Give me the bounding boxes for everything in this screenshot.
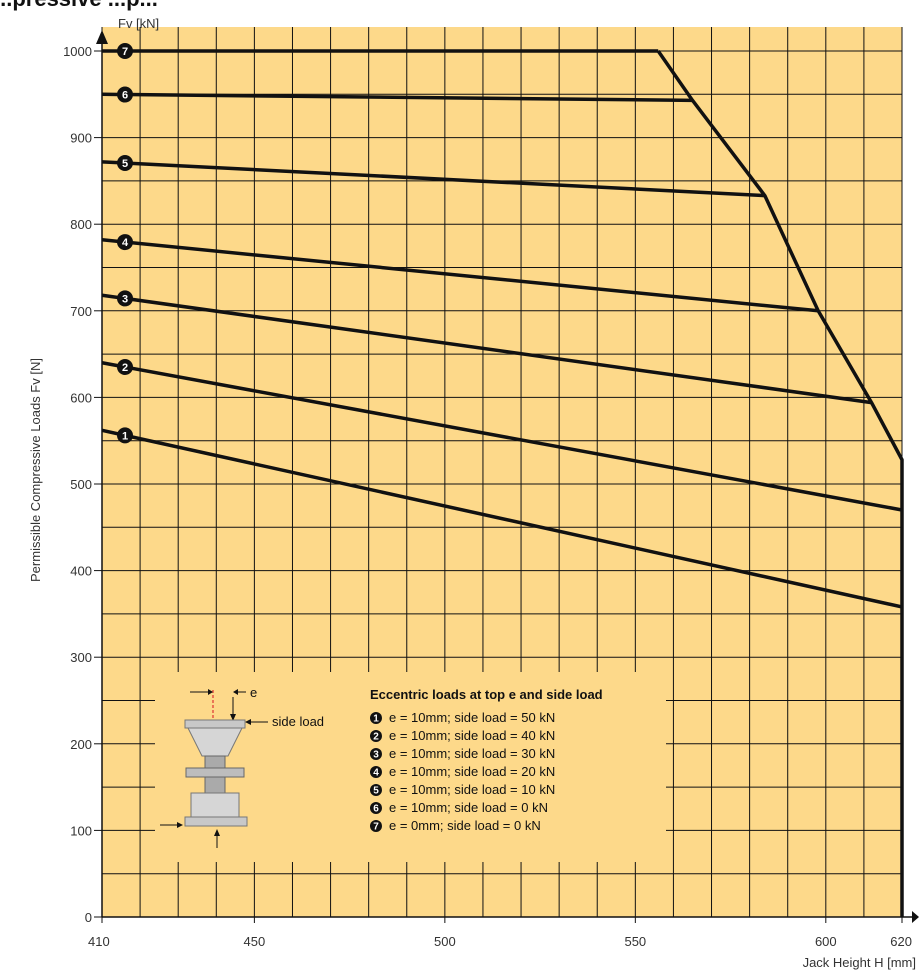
legend-marker-7: [370, 820, 382, 832]
y-tick-label: 1000: [63, 44, 92, 59]
legend-marker-label-7: 7: [373, 822, 379, 833]
legend-entry-5: e = 10mm; side load = 10 kN: [389, 782, 555, 797]
e-label: e: [250, 685, 257, 700]
legend-marker-2: [370, 730, 382, 742]
y-tick-label: 300: [70, 650, 92, 665]
legend-entry-7: e = 0mm; side load = 0 kN: [389, 818, 541, 833]
jack-base: [190, 792, 240, 818]
side-load-label: side load: [272, 714, 324, 729]
series-marker-label-4: 4: [122, 237, 129, 249]
series-marker-label-1: 1: [122, 430, 128, 442]
legend-box: [155, 672, 666, 862]
legend-marker-4: [370, 766, 382, 778]
page-title: ...pressive ...p...: [0, 0, 158, 12]
legend-marker-1: [370, 712, 382, 724]
series-line-3: [101, 293, 872, 405]
jack-screw-bottom: [204, 776, 226, 794]
axes: 0 100 200 300 400 500 600 700 800 900 1000 410 450 50…: [28, 16, 919, 970]
legend-entry-1: e = 10mm; side load = 50 kN: [389, 710, 555, 725]
series-marker-4: [117, 234, 133, 251]
series-marker-label-7: 7: [122, 46, 128, 58]
legend-marker-label-1: 1: [373, 714, 379, 725]
legend-marker-label-5: 5: [373, 786, 379, 797]
x-axis-arrow: [912, 911, 919, 923]
top-load-arrow-head: [230, 714, 236, 721]
legend-marker-5: [370, 784, 382, 796]
e-arrow-right-head: [233, 689, 238, 695]
x-tick-label: 500: [434, 934, 456, 949]
y-tick-label: 400: [70, 564, 92, 579]
x-tick-label: 450: [244, 934, 266, 949]
jack-head-plate: [184, 719, 246, 729]
y-tick-label: 100: [70, 823, 92, 838]
series-lines: 1 2 3 4 5 6 7: [101, 43, 904, 917]
side-load-arrow-head: [245, 719, 251, 725]
series-marker-3: [117, 290, 133, 307]
jack-diagram: e side load: [160, 685, 324, 848]
y-tick-label: 700: [70, 304, 92, 319]
legend-marker-label-4: 4: [373, 768, 379, 779]
legend-marker-label-3: 3: [373, 750, 379, 761]
legend-entry-2: e = 10mm; side load = 40 kN: [389, 728, 555, 743]
y-tick-label: 900: [70, 131, 92, 146]
series-marker-label-6: 6: [122, 90, 128, 102]
y-tick-label: 500: [70, 477, 92, 492]
series-marker-6: [117, 86, 133, 103]
x-tick-label: 410: [88, 934, 110, 949]
series-marker-2: [117, 358, 133, 375]
envelope-line: [656, 50, 904, 917]
series-marker-label-3: 3: [122, 293, 128, 305]
y-tick-label: 0: [85, 910, 92, 925]
series-line-5: [101, 160, 765, 198]
series-line-2: [101, 361, 903, 512]
series-line-6: [101, 92, 693, 103]
series-marker-label-5: 5: [122, 158, 128, 170]
jack-base-plate: [184, 816, 248, 827]
series-marker-1: [117, 427, 133, 444]
legend-marker-label-6: 6: [373, 804, 379, 815]
bottom-load-arrow-head: [214, 829, 220, 836]
x-tick-label: 600: [815, 934, 837, 949]
legend-entry-3: e = 10mm; side load = 30 kN: [389, 746, 555, 761]
legend-marker-6: [370, 802, 382, 814]
y-axis-label: Permissible Compressive Loads Fv [N]: [28, 358, 43, 582]
y-axis-arrow: [96, 30, 108, 44]
bottom-side-arrow-head: [177, 822, 183, 828]
series-marker-label-2: 2: [122, 362, 128, 374]
series-marker-7: [117, 43, 133, 59]
e-arrow-left-head: [208, 689, 213, 695]
legend-entry-4: e = 10mm; side load = 20 kN: [389, 764, 555, 779]
jack-head: [187, 727, 243, 757]
legend-title: Eccentric loads at top e and side load: [370, 687, 603, 702]
y-tick-label: 200: [70, 737, 92, 752]
y-axis-unit-label: Fv [kN]: [118, 16, 159, 31]
legend-entry-6: e = 10mm; side load = 0 kN: [389, 800, 548, 815]
series-line-1: [101, 428, 903, 609]
series-line-4: [101, 238, 819, 313]
series-marker-5: [117, 155, 133, 172]
legend-marker-label-2: 2: [373, 732, 379, 743]
jack-nut: [185, 767, 245, 778]
x-axis-label: Jack Height H [mm]: [803, 955, 916, 970]
x-tick-label: 550: [624, 934, 646, 949]
x-tick-label: 620: [890, 934, 912, 949]
legend-marker-3: [370, 748, 382, 760]
y-tick-label: 800: [70, 217, 92, 232]
y-tick-label: 600: [70, 390, 92, 405]
